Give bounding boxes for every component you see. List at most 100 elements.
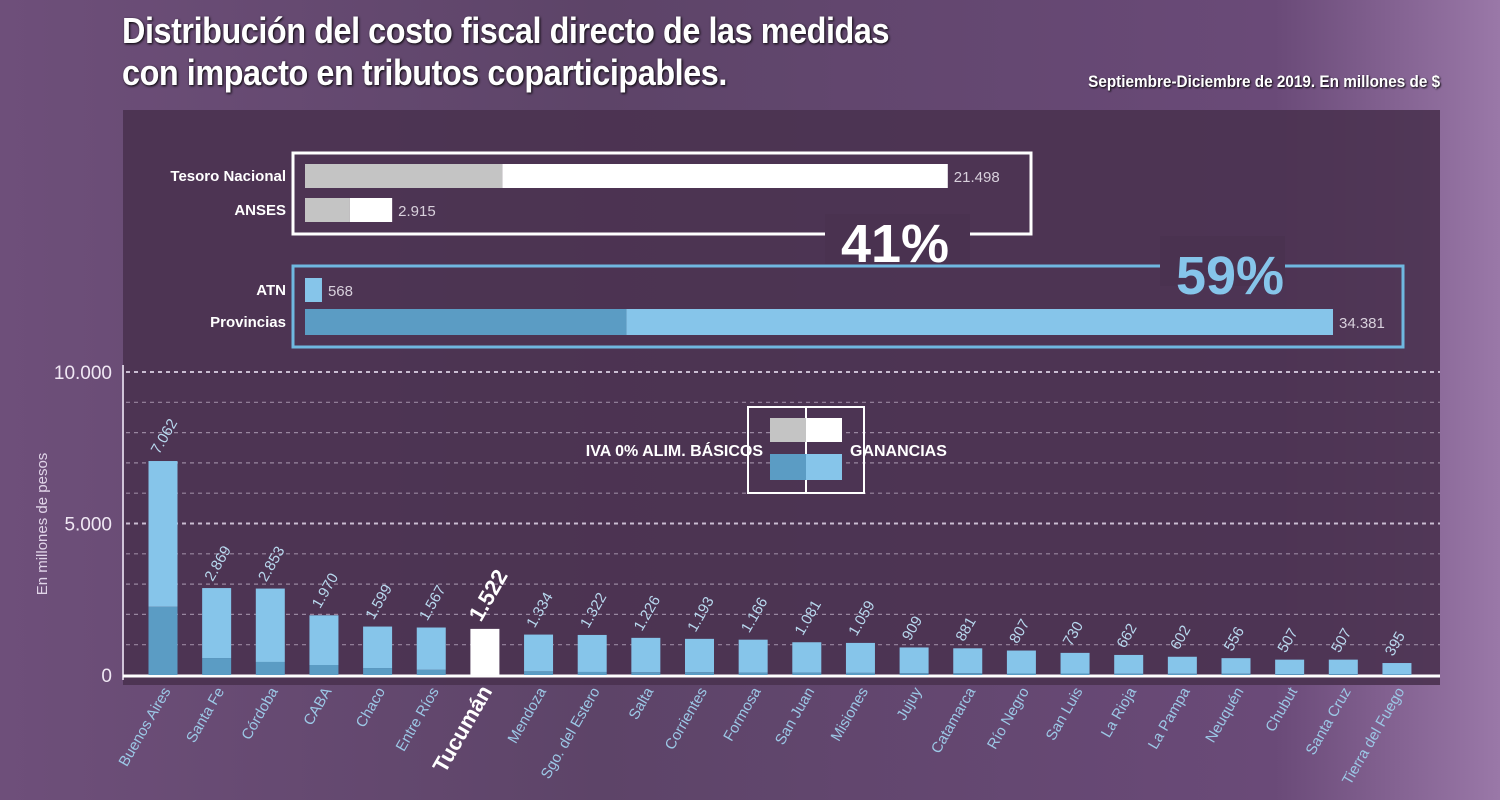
bar-value-label: 1.081 (792, 597, 825, 638)
hbar-iva-segment (305, 164, 503, 188)
bar-value-label: 1.567 (416, 583, 449, 624)
bar-iva-0 (148, 606, 178, 675)
bar-ganancias-12 (792, 642, 822, 673)
bar-ganancias-6 (470, 628, 500, 675)
x-category-label: Catamarca (928, 684, 980, 757)
x-category-label: Misiones (828, 685, 872, 745)
bar-iva-14 (899, 673, 929, 675)
y-tick-label: 10.000 (54, 363, 112, 384)
y-tick-label: 5.000 (64, 515, 112, 536)
x-category-label: Río Negro (984, 685, 1033, 753)
bar-ganancias-21 (1275, 659, 1305, 675)
x-category-label: Jujuy (893, 684, 925, 723)
bar-ganancias-7 (524, 634, 554, 672)
x-category-label: La Rioja (1098, 684, 1141, 741)
bar-value-label: 1.166 (738, 595, 771, 636)
x-category-label: Sgo. del Estero (538, 685, 604, 782)
x-category-label: Santa Fe (183, 685, 228, 746)
bar-ganancias-1 (202, 588, 232, 659)
bar-ganancias-11 (738, 639, 768, 673)
hbar-iva-segment (305, 198, 350, 222)
x-category-label: Córdoba (238, 684, 282, 743)
bar-iva-7 (524, 671, 554, 675)
bar-value-label: 1.522 (464, 565, 513, 625)
bar-iva-17 (1060, 673, 1090, 675)
bar-value-label: 1.226 (631, 593, 664, 634)
bar-ganancias-15 (953, 648, 983, 674)
x-category-label: Formosa (720, 684, 765, 744)
hbar-ganancias-segment (626, 309, 1333, 335)
bar-iva-16 (1006, 673, 1036, 675)
bar-ganancias-19 (1167, 656, 1197, 674)
bar-iva-12 (792, 672, 822, 675)
bar-value-label: 909 (899, 613, 926, 643)
x-category-label: CABA (300, 685, 335, 729)
bar-ganancias-17 (1060, 652, 1090, 674)
bar-iva-15 (953, 673, 983, 675)
chart-title: Distribución del costo fiscal directo de… (122, 10, 889, 94)
bar-value-label: 662 (1113, 621, 1140, 651)
bar-ganancias-22 (1328, 659, 1358, 675)
legend-label-ganancias: GANANCIAS (850, 443, 947, 460)
bar-value-label: 881 (952, 614, 979, 644)
x-category-label: Entre Ríos (393, 685, 443, 755)
legend-swatch-ganancias-white (806, 418, 842, 442)
bar-iva-9 (631, 672, 661, 675)
bar-value-label: 556 (1221, 624, 1248, 654)
x-category-label: Buenos Aires (116, 685, 175, 770)
bar-value-label: 7.062 (148, 416, 181, 457)
bar-iva-18 (1114, 673, 1144, 675)
legend-swatch-iva-blue (770, 454, 806, 480)
hbar-ganancias-segment (502, 164, 948, 188)
group-box-1 (291, 264, 1405, 349)
bar-value-label: 1.970 (309, 570, 342, 611)
bar-iva-22 (1328, 674, 1358, 675)
hbar-category-label: ATN (256, 282, 286, 299)
bar-iva-13 (845, 672, 875, 675)
bar-iva-20 (1221, 673, 1251, 675)
percent-label-bg (825, 214, 970, 264)
x-category-label: San Juan (772, 685, 818, 748)
hbar-value-label: 2.915 (398, 203, 436, 220)
group-box-0 (291, 151, 1033, 236)
bar-iva-10 (685, 672, 714, 675)
hbar-value-label: 568 (328, 283, 353, 300)
x-category-label: Chaco (353, 685, 389, 731)
bar-value-label: 2.869 (201, 543, 234, 584)
bar-ganancias-20 (1221, 658, 1251, 674)
bar-ganancias-2 (255, 588, 285, 662)
bar-iva-19 (1167, 673, 1197, 675)
bar-iva-5 (416, 669, 446, 675)
title-line-1: Distribución del costo fiscal directo de… (122, 10, 890, 51)
bar-value-label: 507 (1274, 625, 1301, 655)
x-category-label: Salta (625, 684, 657, 723)
percent-label: 59% (1176, 246, 1284, 306)
bar-value-label: 602 (1167, 623, 1194, 653)
chart-subtitle: Septiembre-Diciembre de 2019. En millone… (1087, 72, 1440, 91)
x-category-label: Mendoza (504, 684, 550, 747)
bar-ganancias-18 (1114, 654, 1144, 674)
hbar-ganancias-segment (305, 278, 322, 302)
bar-ganancias-9 (631, 637, 661, 673)
bar-value-label: 2.853 (255, 544, 288, 585)
bar-ganancias-16 (1006, 650, 1036, 674)
bar-iva-4 (363, 668, 393, 675)
bar-ganancias-4 (363, 626, 393, 669)
bar-ganancias-13 (845, 642, 875, 673)
bar-iva-1 (202, 658, 232, 675)
percent-label-bg (1160, 236, 1285, 286)
x-category-label: Corrientes (662, 685, 711, 753)
legend-swatch-iva-gray (770, 418, 806, 442)
bar-iva-23 (1382, 674, 1412, 675)
bar-value-label: 807 (1006, 616, 1033, 646)
hbar-category-label: Provincias (210, 314, 286, 331)
hbar-category-label: ANSES (234, 202, 286, 219)
bar-value-label: 507 (1328, 625, 1355, 655)
bar-ganancias-3 (309, 615, 339, 666)
title-line-2: con impacto en tributos coparticipables. (122, 52, 727, 93)
percent-label: 41% (841, 214, 949, 274)
bar-ganancias-23 (1382, 663, 1412, 675)
hbar-value-label: 34.381 (1339, 315, 1385, 332)
hbar-value-label: 21.498 (954, 169, 1000, 186)
